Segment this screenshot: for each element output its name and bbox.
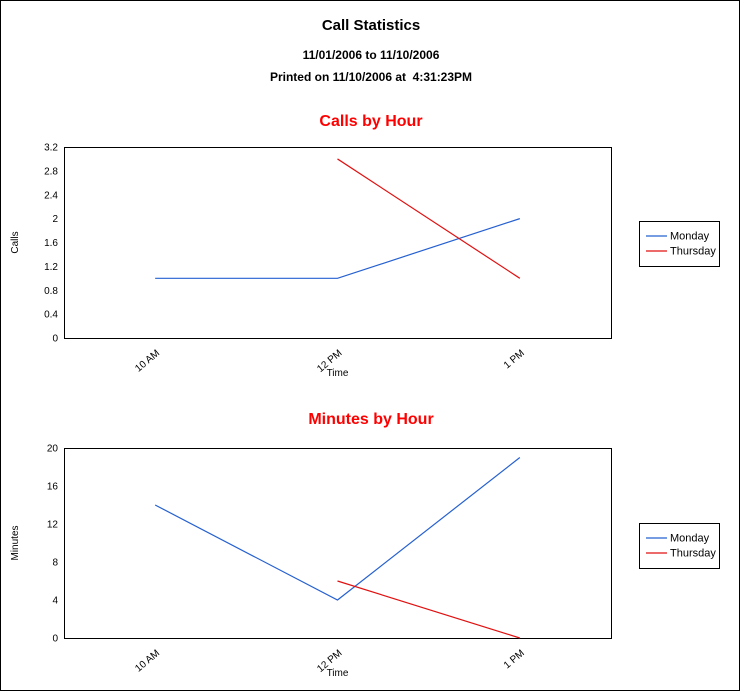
legend-label-monday: Monday [670,231,710,243]
report-printed-line: Printed on 11/10/2006 at 4:31:23PM [269,70,473,84]
legend-label-thursday: Thursday [670,548,716,560]
x-tick-label: 1 PM [502,648,527,671]
x-axis-title: Time [327,668,349,679]
y-axis-title: Minutes [10,525,21,560]
plot-border [64,448,612,639]
legend-box [639,523,720,569]
legend-label-thursday: Thursday [670,246,716,258]
legend-box [639,221,720,267]
plot-border [64,147,612,339]
y-tick-label: 0 [52,634,58,645]
series-line-monday [155,218,521,279]
y-tick-label: 0 [52,334,58,345]
y-tick-label: 1.6 [44,238,58,249]
series-line-monday [154,457,521,601]
y-tick-label: 0.4 [44,310,58,321]
y-tick-label: 3.2 [44,143,58,154]
x-tick-label: 1 PM [502,348,527,371]
y-tick-label: 1.2 [44,262,58,273]
legend-label-monday: Monday [670,533,710,545]
x-axis-title: Time [327,368,349,379]
chart-title-calls-by-hour: Calls by Hour [319,113,423,130]
y-tick-label: 16 [47,482,59,493]
y-tick-label: 2.8 [44,166,58,177]
series-line-thursday [337,580,521,639]
report-date-range: 11/01/2006 to 11/10/2006 [302,48,440,62]
series-line-thursday [337,158,521,279]
x-tick-label: 10 AM [133,348,162,375]
chart-title-minutes-by-hour: Minutes by Hour [308,411,434,428]
y-tick-label: 2.4 [44,190,58,201]
y-tick-label: 12 [47,520,59,531]
y-tick-label: 0.8 [44,286,58,297]
y-tick-label: 20 [47,444,59,455]
y-tick-label: 2 [52,214,58,225]
x-tick-label: 10 AM [133,648,162,675]
report-title: Call Statistics [321,17,421,34]
y-tick-label: 4 [52,596,58,607]
y-axis-title: Calls [10,231,21,253]
y-tick-label: 8 [52,558,58,569]
